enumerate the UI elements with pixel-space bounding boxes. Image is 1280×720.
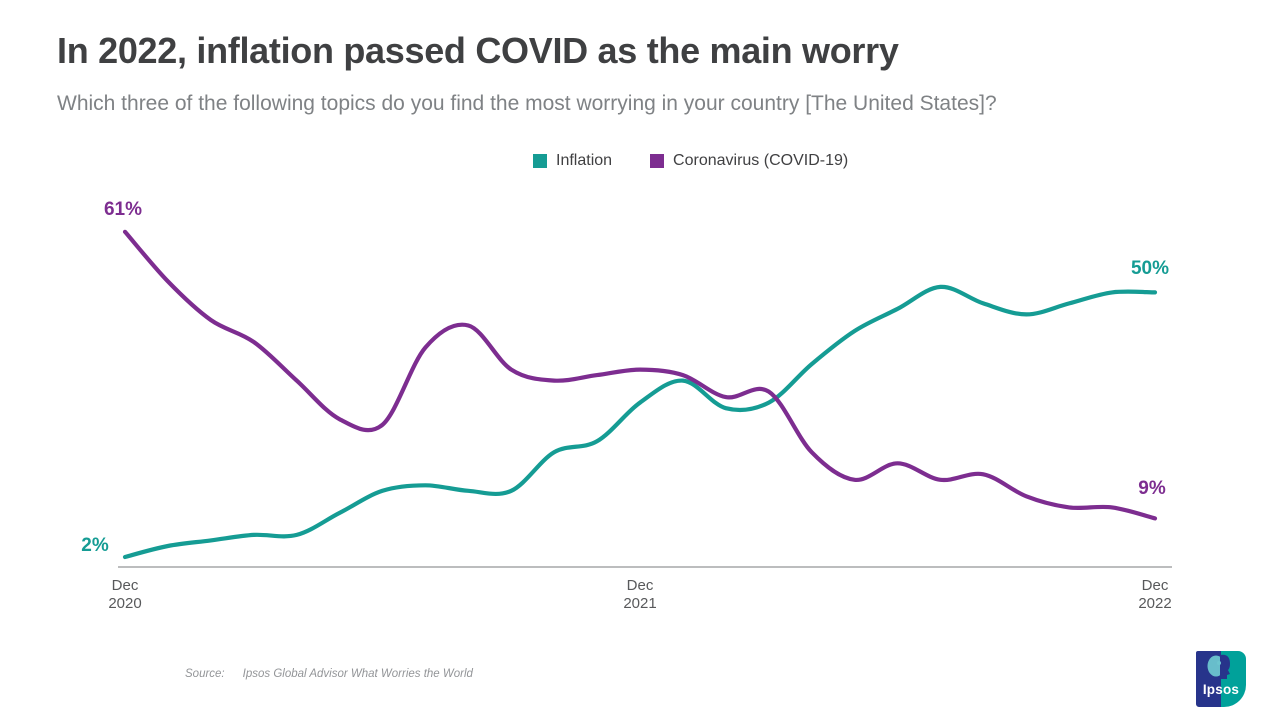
x-tick-year: 2020: [108, 595, 142, 612]
legend-label-coronavirus: Coronavirus (COVID-19): [673, 152, 849, 169]
x-tick-dec-2022: Dec 2022: [1138, 577, 1171, 613]
legend-label-inflation: Inflation: [556, 152, 613, 169]
ipsos-logo: Ipsos: [1196, 651, 1246, 707]
x-tick-month: Dec: [111, 577, 139, 594]
inflation-swatch-icon: [533, 154, 547, 168]
page-title: In 2022, inflation passed COVID as the m…: [57, 30, 899, 71]
coronavirus-end-value: 9%: [1138, 478, 1166, 499]
inflation-start-value: 2%: [81, 535, 109, 556]
x-tick-dec-2021: Dec 2021: [623, 577, 656, 613]
x-tick-month: Dec: [626, 577, 654, 594]
logo-wordmark: Ipsos: [1202, 682, 1240, 697]
source-label: Source:: [185, 668, 225, 680]
x-tick-month: Dec: [1141, 577, 1169, 594]
chart-legend: Inflation Coronavirus (COVID-19): [533, 152, 848, 170]
source-text: Ipsos Global Advisor What Worries the Wo…: [242, 668, 473, 680]
coronavirus-start-value: 61%: [103, 199, 143, 220]
coronavirus-swatch-icon: [650, 154, 665, 168]
legend-item-coronavirus: Coronavirus (COVID-19): [650, 152, 848, 170]
coronavirus-line: [122, 229, 1158, 521]
x-tick-year: 2021: [623, 595, 657, 612]
legend-item-inflation: Inflation: [533, 152, 612, 170]
inflation-line: [122, 284, 1158, 560]
inflation-end-value: 50%: [1130, 258, 1170, 279]
profile-face-icon: [1207, 654, 1230, 679]
source-row: Source: Ipsos Global Advisor What Worries…: [185, 668, 473, 680]
x-tick-year: 2022: [1138, 595, 1172, 612]
x-tick-dec-2020: Dec 2020: [108, 577, 141, 613]
page-subtitle: Which three of the following topics do y…: [57, 92, 997, 115]
